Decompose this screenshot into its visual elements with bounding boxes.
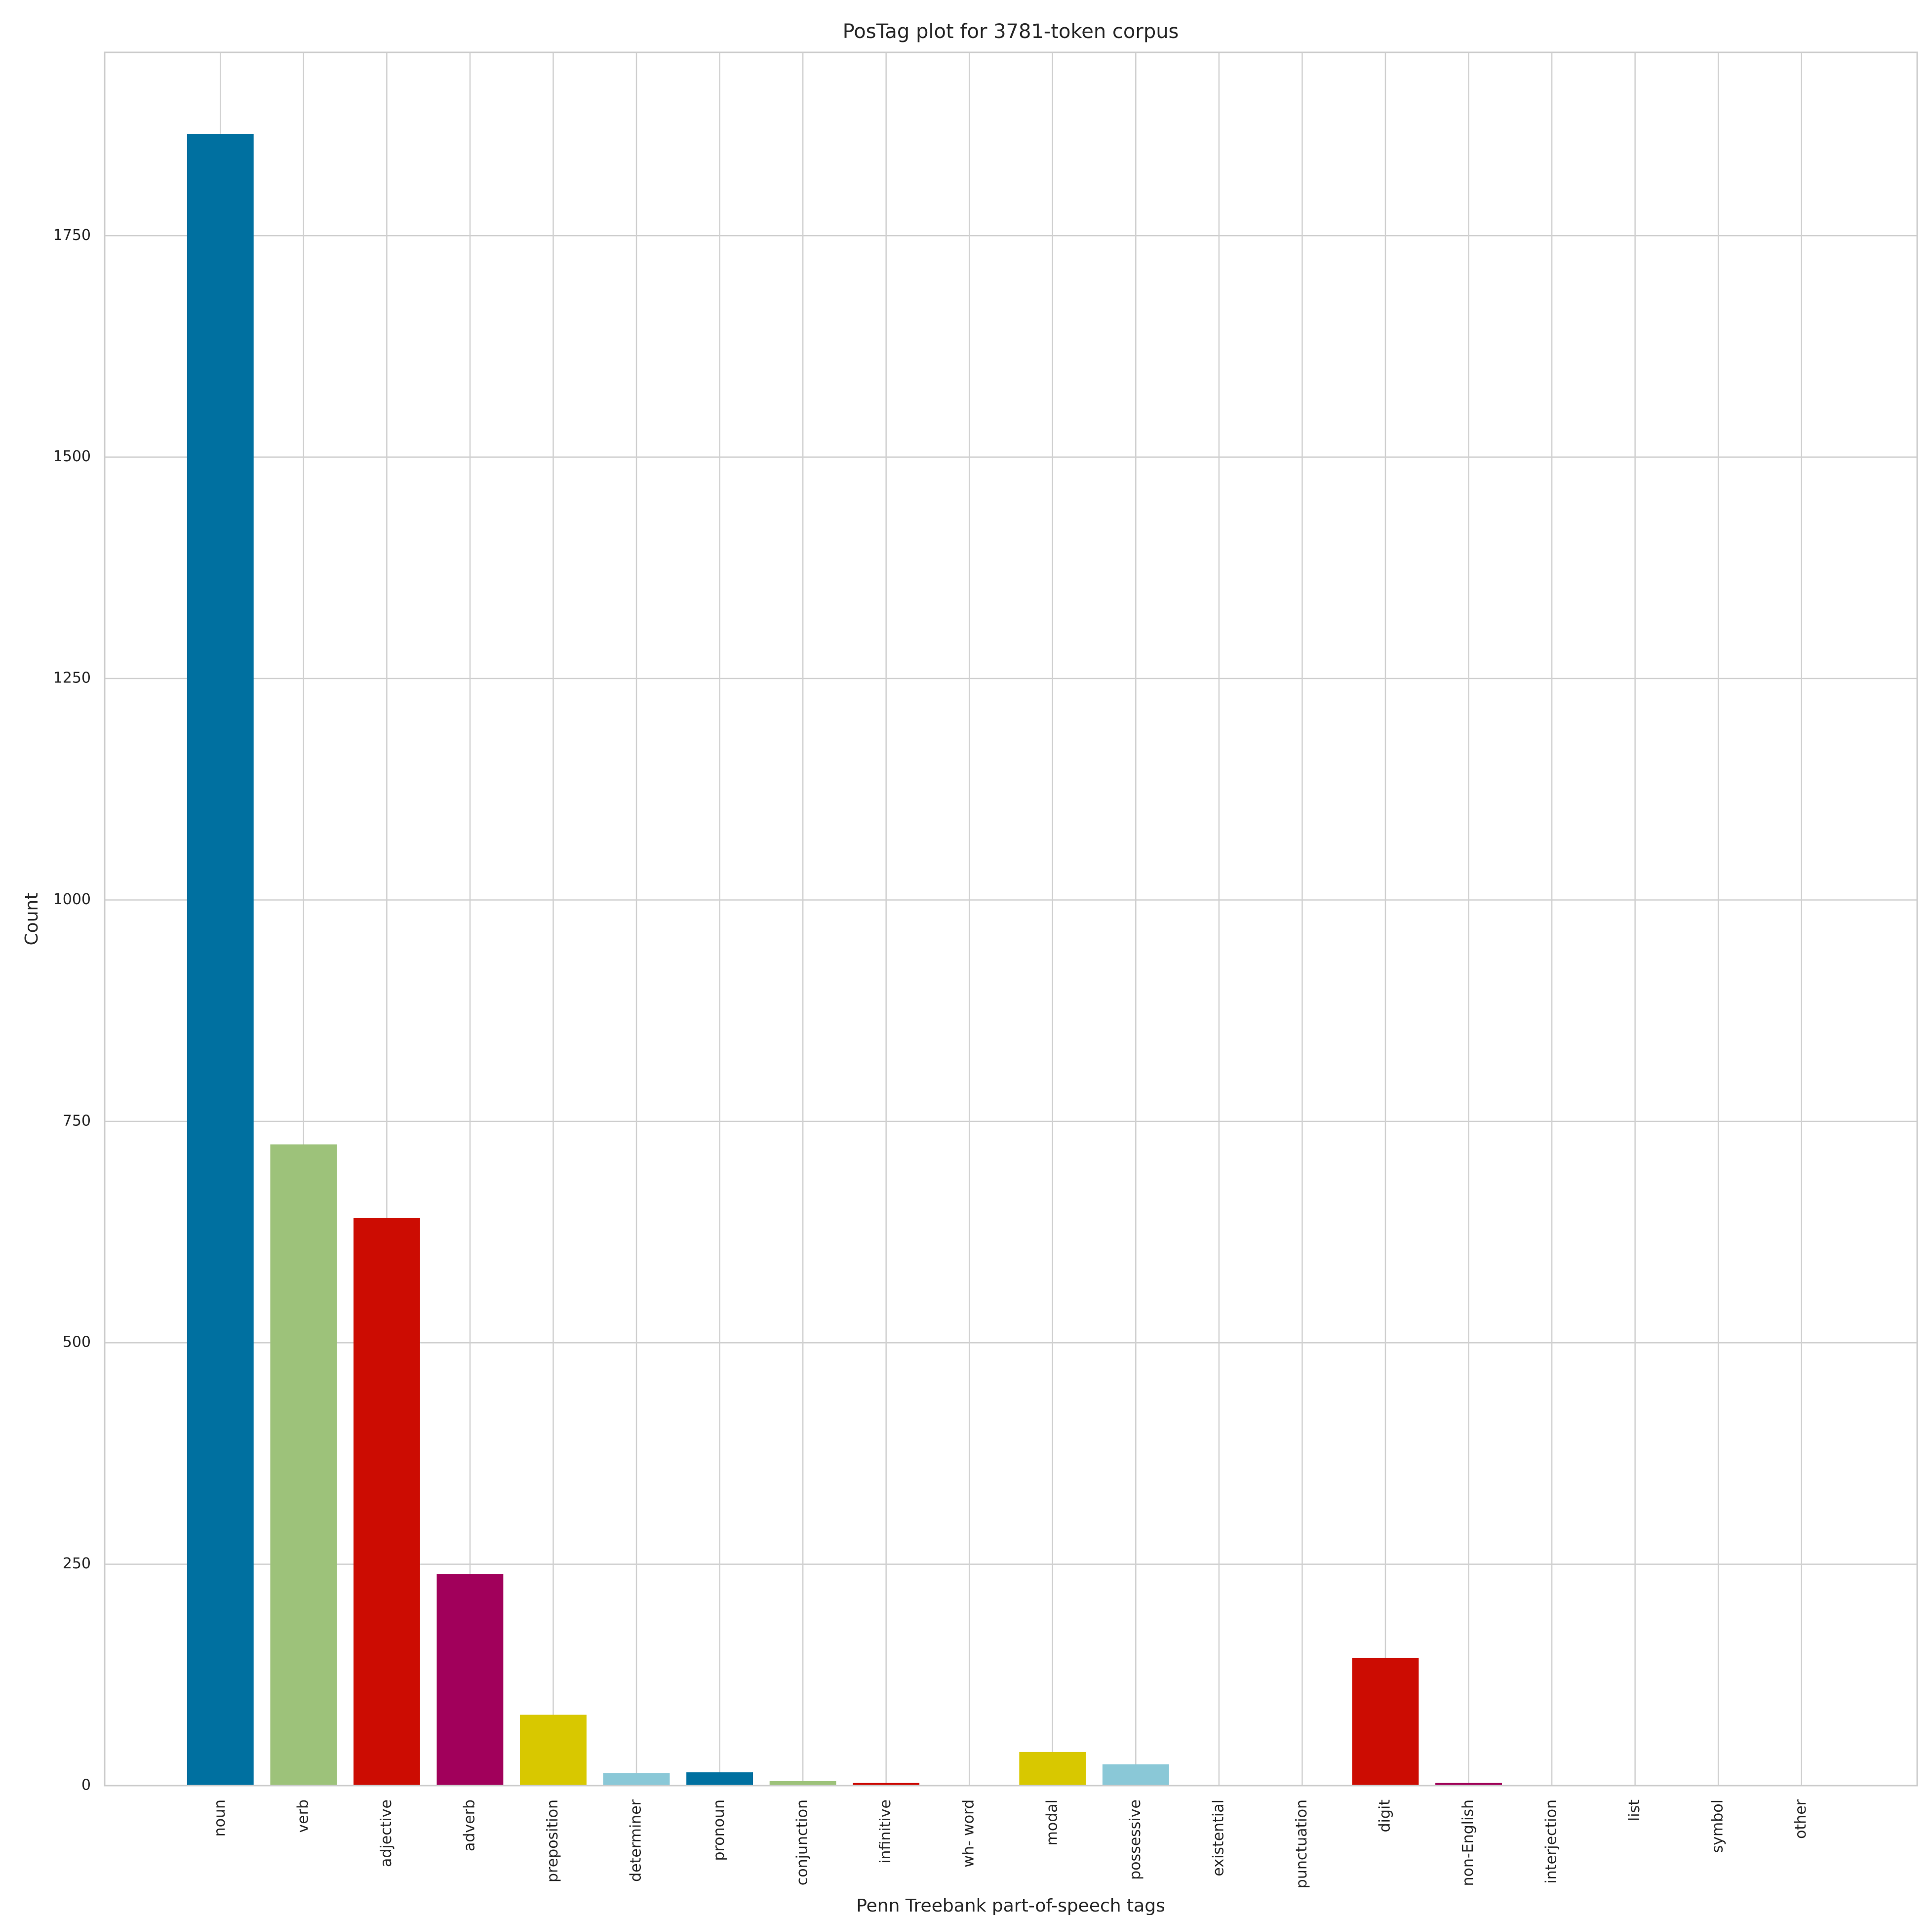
- x-tick-label: noun: [211, 1799, 229, 1836]
- y-tick-label: 1500: [53, 448, 91, 465]
- x-tick-label: verb: [294, 1799, 312, 1833]
- y-tick-label: 0: [81, 1777, 91, 1794]
- bar: [1102, 1764, 1169, 1786]
- x-axis-label: Penn Treebank part-of-speech tags: [856, 1896, 1165, 1915]
- bar: [520, 1715, 587, 1786]
- x-tick-label: non-English: [1459, 1799, 1477, 1886]
- axes-frame: [104, 51, 1918, 1787]
- x-tick-label: pronoun: [710, 1799, 728, 1861]
- x-tick-label: preposition: [544, 1799, 561, 1882]
- bar: [1435, 1783, 1502, 1786]
- x-tick-label: adjective: [378, 1799, 395, 1867]
- y-tick-label: 1250: [53, 670, 91, 687]
- x-tick-label: existential: [1210, 1799, 1227, 1876]
- chart-title: PosTag plot for 3781-token corpus: [843, 20, 1179, 43]
- y-axis-label: Count: [22, 893, 42, 946]
- x-tick-label: infinitive: [877, 1799, 894, 1864]
- x-tick-label: list: [1626, 1799, 1643, 1821]
- x-tick-label: wh- word: [960, 1799, 978, 1868]
- x-tick-label: symbol: [1709, 1799, 1727, 1853]
- x-tick-label: modal: [1043, 1799, 1061, 1845]
- bar: [270, 1144, 337, 1786]
- y-tick-label: 1000: [53, 891, 91, 908]
- bar: [187, 134, 254, 1786]
- y-tick-label: 1750: [53, 227, 91, 244]
- bar: [853, 1783, 920, 1786]
- x-tick-label: determiner: [628, 1799, 645, 1882]
- y-tick-label: 250: [63, 1555, 91, 1572]
- x-tick-label: digit: [1376, 1799, 1393, 1833]
- bar: [1019, 1752, 1086, 1786]
- bar: [769, 1781, 836, 1786]
- x-tick-label: adverb: [461, 1799, 478, 1851]
- bar: [1352, 1658, 1419, 1786]
- x-tick-label: conjunction: [794, 1799, 811, 1885]
- y-tick-label: 750: [63, 1112, 91, 1129]
- y-tick-label: 500: [63, 1334, 91, 1351]
- x-tick-label: other: [1792, 1799, 1810, 1839]
- bar: [353, 1218, 420, 1786]
- x-tick-label: punctuation: [1293, 1799, 1310, 1888]
- bar: [603, 1773, 670, 1786]
- x-tick-label: possessive: [1127, 1799, 1144, 1880]
- x-tick-label: interjection: [1543, 1799, 1560, 1884]
- bar: [436, 1574, 504, 1786]
- bar: [686, 1772, 753, 1786]
